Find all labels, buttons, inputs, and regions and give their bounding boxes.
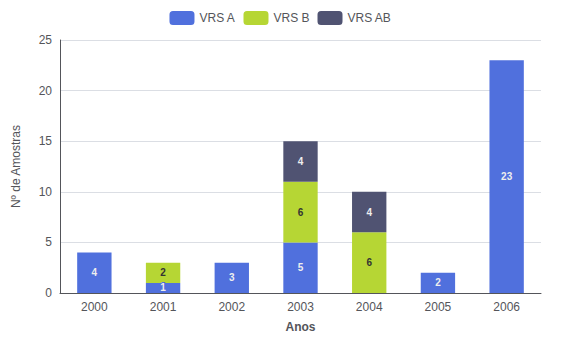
svg-text:23: 23 (501, 171, 513, 182)
svg-text:VRS B: VRS B (273, 11, 309, 25)
svg-text:2004: 2004 (356, 300, 383, 314)
svg-text:6: 6 (366, 257, 372, 268)
svg-text:1: 1 (160, 282, 166, 293)
svg-text:4: 4 (92, 267, 98, 278)
svg-text:2003: 2003 (287, 300, 314, 314)
svg-text:2002: 2002 (218, 300, 245, 314)
svg-text:2006: 2006 (493, 300, 520, 314)
svg-text:2005: 2005 (425, 300, 452, 314)
svg-text:3: 3 (229, 272, 235, 283)
svg-text:0: 0 (45, 286, 52, 300)
svg-text:10: 10 (39, 185, 53, 199)
svg-text:25: 25 (39, 33, 53, 47)
svg-text:2000: 2000 (81, 300, 108, 314)
svg-text:6: 6 (298, 207, 304, 218)
svg-text:2001: 2001 (150, 300, 177, 314)
svg-text:VRS AB: VRS AB (348, 11, 391, 25)
svg-text:4: 4 (298, 156, 304, 167)
svg-text:2: 2 (160, 267, 166, 278)
svg-text:5: 5 (45, 235, 52, 249)
svg-text:20: 20 (39, 84, 53, 98)
svg-text:4: 4 (366, 207, 372, 218)
svg-text:2: 2 (435, 277, 441, 288)
svg-text:15: 15 (39, 134, 53, 148)
svg-text:Nº de Amostras: Nº de Amostras (9, 125, 23, 208)
svg-text:Anos: Anos (286, 320, 316, 334)
svg-text:5: 5 (298, 262, 304, 273)
svg-text:VRS A: VRS A (199, 11, 234, 25)
